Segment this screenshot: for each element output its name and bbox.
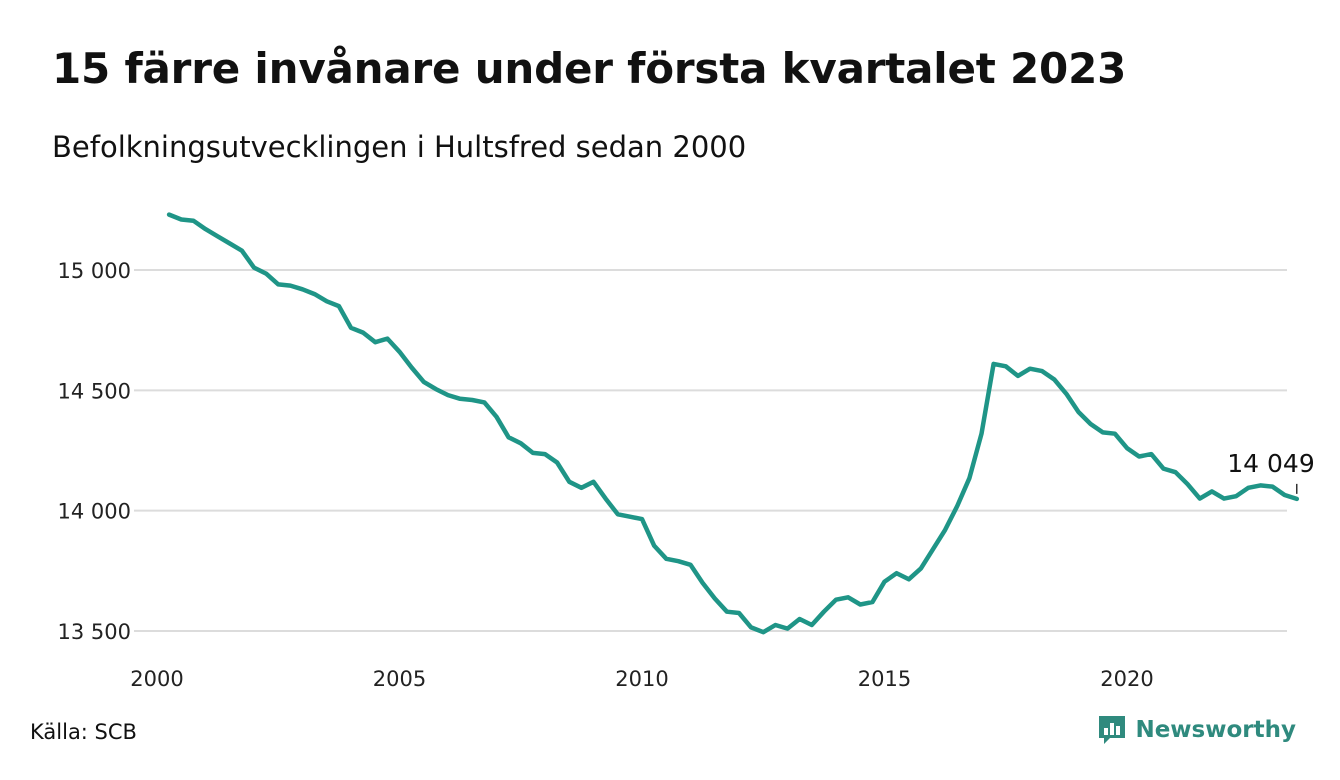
y-tick-label: 15 000 bbox=[58, 259, 131, 283]
x-tick-label: 2005 bbox=[373, 667, 426, 691]
series-group bbox=[166, 212, 1300, 635]
line-chart: 13 500 14 000 14 500 15 000 2000 2005 2010 201… bbox=[58, 212, 1315, 691]
x-tick-label: 2010 bbox=[615, 667, 668, 691]
grid-lines bbox=[134, 269, 1287, 632]
y-tick-label: 13 500 bbox=[58, 620, 131, 644]
y-axis: 13 500 14 000 14 500 15 000 bbox=[58, 259, 131, 644]
brand-logo: Newsworthy bbox=[1097, 714, 1296, 746]
y-tick-label: 14 000 bbox=[58, 500, 131, 524]
newsworthy-logo-icon bbox=[1099, 716, 1126, 744]
annotation-label: 14 049 bbox=[1227, 449, 1314, 478]
x-tick-label: 2000 bbox=[130, 667, 183, 691]
brand-name: Newsworthy bbox=[1135, 717, 1296, 743]
series-line bbox=[166, 212, 1300, 635]
x-tick-label: 2020 bbox=[1100, 667, 1153, 691]
source-note: Källa: SCB bbox=[30, 720, 137, 744]
y-tick-label: 14 500 bbox=[58, 379, 131, 403]
end-annotation: 14 049 bbox=[1227, 449, 1315, 494]
x-tick-label: 2015 bbox=[858, 667, 911, 691]
chart-title: 15 färre invånare under första kvartalet… bbox=[52, 44, 1127, 93]
chart-subtitle: Befolkningsutvecklingen i Hultsfred seda… bbox=[52, 130, 747, 164]
x-axis: 2000 2005 2010 2015 2020 bbox=[130, 667, 1153, 691]
